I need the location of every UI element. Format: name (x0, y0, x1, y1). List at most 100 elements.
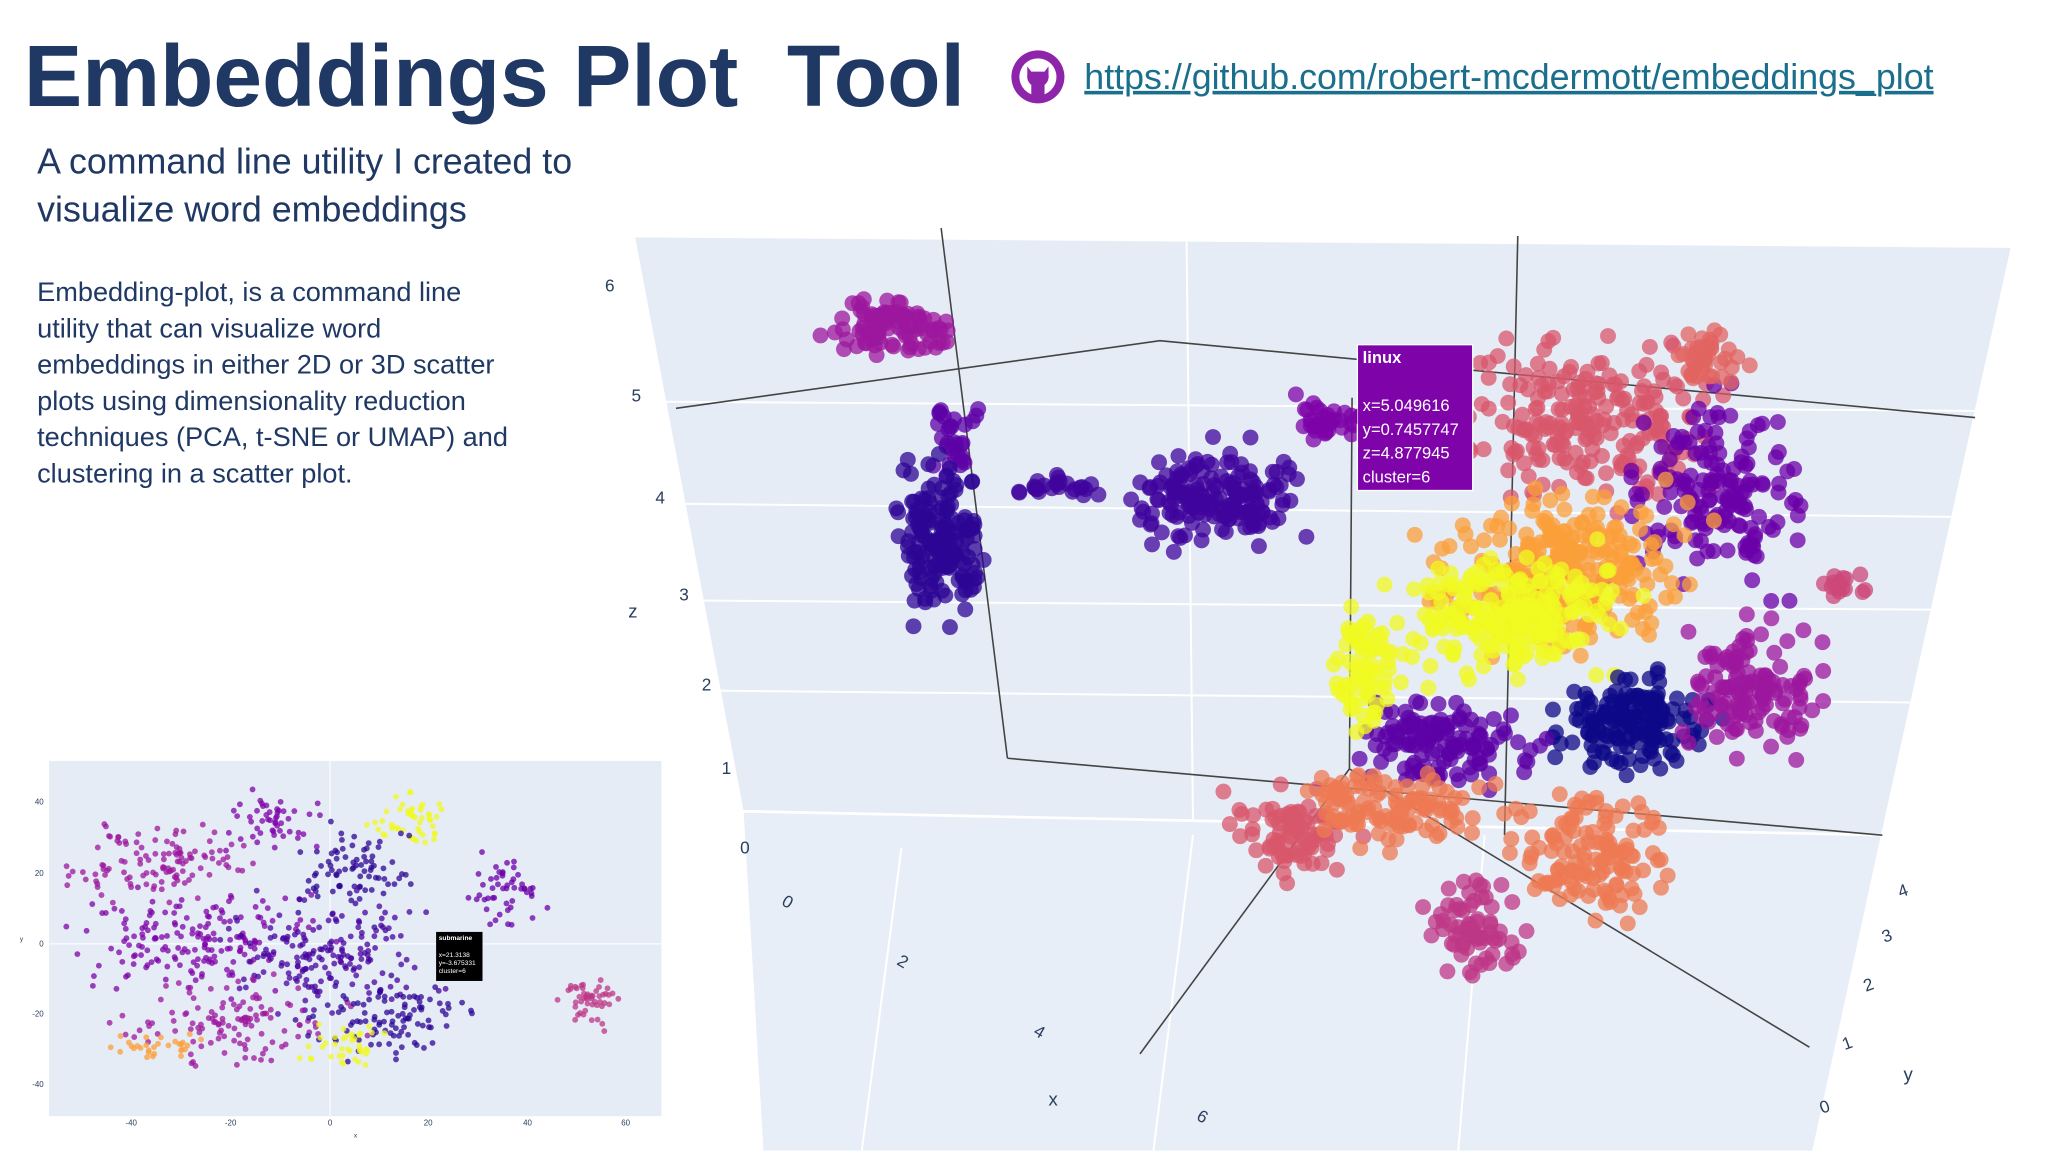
point (368, 886, 375, 893)
point (1523, 845, 1540, 862)
point (1532, 573, 1549, 590)
point (1635, 587, 1652, 604)
point (1675, 390, 1692, 407)
point (1493, 626, 1510, 643)
point (1439, 963, 1456, 980)
point (149, 898, 156, 905)
point (356, 964, 363, 971)
point (1339, 796, 1356, 813)
point (176, 903, 183, 910)
point (1556, 501, 1573, 518)
point (411, 964, 418, 971)
point (140, 872, 147, 879)
point (1596, 489, 1613, 506)
point (1588, 667, 1605, 684)
point (305, 1043, 312, 1050)
point (599, 1020, 606, 1027)
point (489, 885, 496, 892)
point (217, 915, 223, 922)
point (236, 1040, 243, 1047)
point (386, 1041, 393, 1047)
point (246, 940, 253, 947)
point (904, 493, 921, 510)
point (378, 922, 385, 929)
point (183, 1010, 190, 1017)
point (263, 1010, 270, 1017)
github-link[interactable]: https://github.com/robert-mcdermott/embe… (1084, 57, 1933, 97)
point (257, 914, 264, 921)
point (209, 855, 216, 862)
point (964, 473, 981, 490)
point (350, 864, 357, 871)
point (1464, 824, 1480, 841)
point (1733, 448, 1750, 465)
point (1505, 446, 1522, 463)
point (1485, 711, 1502, 728)
point (165, 1042, 172, 1049)
point (364, 822, 370, 828)
point (1430, 560, 1447, 577)
point (1514, 406, 1531, 423)
point (134, 1043, 141, 1049)
point (283, 980, 290, 987)
point (276, 912, 283, 919)
point (364, 1047, 371, 1054)
point (163, 983, 169, 989)
point (1286, 819, 1303, 835)
point (154, 825, 161, 832)
tooltip-line: x=5.049616 (1363, 396, 1450, 415)
point (362, 887, 369, 894)
point (215, 1035, 222, 1042)
point (1854, 584, 1871, 601)
point (393, 1050, 399, 1056)
point (489, 895, 496, 901)
point (939, 558, 956, 575)
ticks-2d: 40 20 0 -20 -40 -40 -20 0 20 40 60 y x (20, 798, 631, 1140)
point (1564, 734, 1581, 751)
point (508, 879, 515, 886)
point (1674, 724, 1691, 740)
point (333, 918, 340, 925)
point (1299, 401, 1316, 418)
point (1447, 927, 1464, 944)
point (187, 1051, 194, 1058)
point (594, 1016, 601, 1023)
point (328, 1053, 335, 1060)
point (285, 924, 292, 931)
point (926, 476, 943, 493)
point (236, 985, 243, 992)
point (347, 1021, 354, 1028)
point (1144, 505, 1160, 522)
point (261, 923, 268, 930)
point (597, 977, 604, 983)
point (394, 992, 400, 999)
point (509, 897, 516, 904)
point (1569, 701, 1586, 717)
point (1424, 817, 1441, 834)
point (1707, 424, 1724, 441)
point (228, 996, 235, 1003)
point (188, 968, 194, 974)
point (277, 798, 284, 805)
point (1628, 438, 1644, 454)
point (1621, 535, 1638, 552)
point (249, 833, 256, 840)
point (1270, 815, 1287, 832)
point (1257, 857, 1274, 874)
point (398, 1044, 405, 1051)
point (160, 851, 167, 857)
tooltip-line: cluster=6 (439, 968, 466, 975)
point (394, 825, 401, 832)
point (145, 1049, 152, 1056)
point (1511, 598, 1528, 615)
point (258, 800, 265, 807)
point (1598, 465, 1614, 482)
point (179, 1046, 185, 1052)
point (1503, 707, 1519, 724)
point (609, 990, 616, 997)
point (393, 1056, 399, 1063)
tooltip-line: cluster=6 (1363, 468, 1431, 487)
point (1366, 768, 1382, 784)
point (1422, 658, 1439, 674)
point (384, 1009, 390, 1016)
